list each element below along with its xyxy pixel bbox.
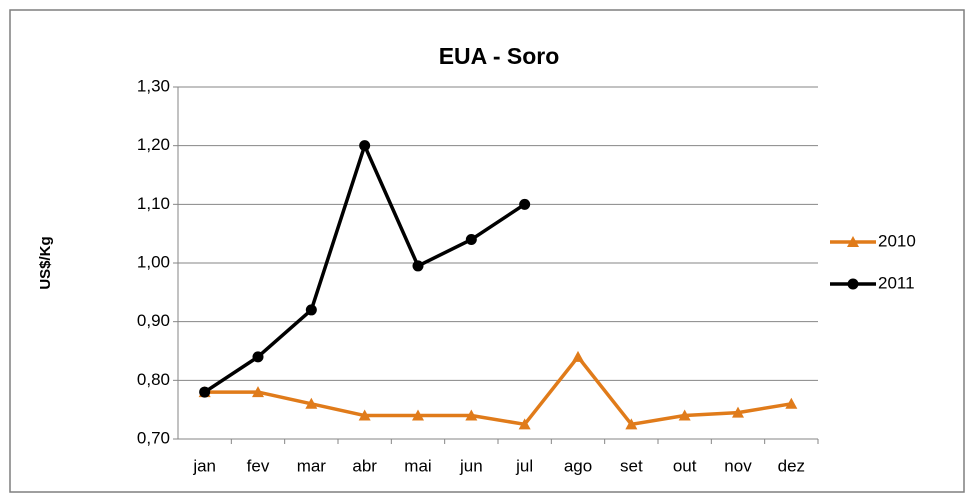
series-line: [204, 355, 792, 427]
x-tick-label: jan: [192, 456, 216, 475]
x-tick-label: dez: [778, 456, 805, 475]
x-tick-label: jun: [459, 456, 483, 475]
x-tick-label: jul: [515, 456, 533, 475]
y-tick-label: 1,20: [137, 135, 170, 154]
y-axis-label: US$/Kg: [37, 236, 54, 289]
data-point: [358, 409, 371, 421]
data-point: [518, 418, 531, 430]
y-tick-label: 1,00: [137, 252, 170, 271]
data-point: [732, 406, 744, 418]
data-point: [252, 386, 264, 398]
chart-frame: [9, 9, 965, 493]
data-point: [305, 304, 317, 316]
data-point: [199, 386, 211, 398]
data-point: [678, 409, 691, 421]
data-point: [465, 409, 478, 421]
data-point: [305, 397, 318, 409]
data-point: [785, 397, 798, 409]
chart-title: EUA - Soro: [439, 43, 560, 69]
legend-label: 2011: [878, 273, 915, 292]
x-tick-label: set: [620, 456, 643, 475]
data-point: [465, 234, 477, 246]
legend-label: 2010: [878, 231, 916, 250]
x-tick-label: abr: [352, 456, 377, 475]
y-tick-label: 0,80: [137, 370, 170, 389]
x-tick-label: out: [673, 456, 697, 475]
data-point: [412, 409, 424, 421]
y-tick-label: 1,30: [137, 76, 170, 95]
data-point: [625, 418, 638, 430]
data-point: [572, 350, 584, 362]
data-point: [359, 140, 371, 152]
legend-marker: [847, 236, 859, 247]
y-tick-label: 0,90: [137, 311, 170, 330]
data-point: [519, 198, 531, 210]
x-tick-label: ago: [564, 456, 592, 475]
x-tick-label: nov: [724, 456, 752, 475]
x-tick-label: mai: [404, 456, 431, 475]
legend-marker: [847, 278, 859, 290]
y-tick-label: 1,10: [137, 194, 170, 213]
x-tick-label: fev: [247, 456, 270, 475]
x-tick-label: mar: [297, 456, 327, 475]
data-point: [412, 260, 424, 272]
data-point: [252, 351, 264, 363]
y-tick-label: 0,70: [137, 428, 170, 447]
